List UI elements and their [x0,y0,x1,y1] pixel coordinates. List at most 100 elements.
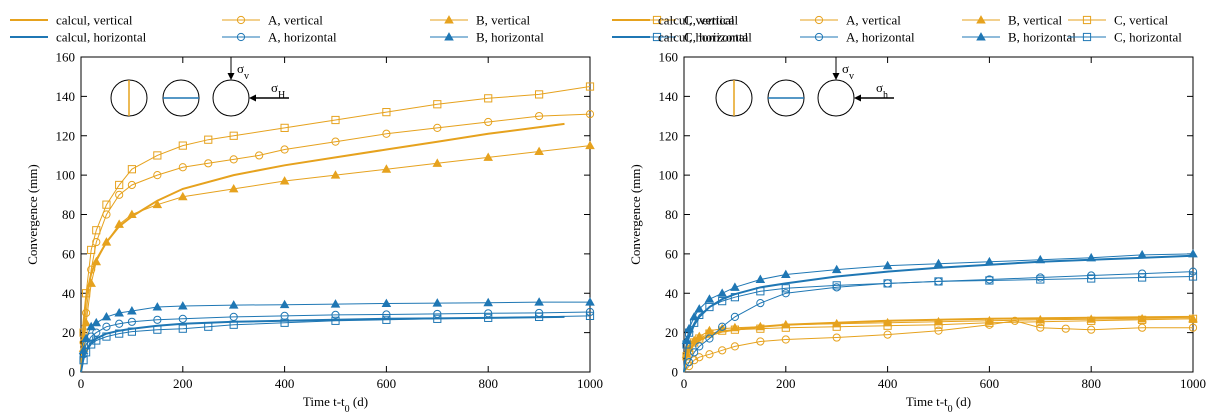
legend-label: B, vertical [476,13,531,28]
y-tick-label: 40 [62,286,75,301]
data-point [781,289,790,298]
series-line [80,315,591,373]
y-tick-label: 160 [659,50,679,65]
legend-marker-triangle [976,15,986,24]
data-point [730,342,740,351]
x-axis-label: Time t-t0 (d) [303,394,368,415]
series-line [80,122,565,373]
data-point [280,123,289,132]
series-C-v [682,314,1198,373]
x-tick-label: 0 [78,376,85,391]
data-point [484,94,493,103]
y-tick-label: 60 [62,246,75,261]
data-point [730,325,739,334]
legend-label: C, horizontal [684,30,752,45]
data-point [152,302,163,311]
data-point [86,278,96,287]
legend-marker-square [1082,15,1092,25]
data-point [718,322,727,331]
section-stress-icon [212,79,250,117]
series-A-v [683,316,1198,373]
legend-label: calcul, horizontal [658,30,749,45]
vertical-arrow-head [227,73,235,80]
legend-label: B, vertical [1008,13,1063,28]
data-point [152,199,163,209]
data-point [81,333,91,343]
legend-label: A, horizontal [268,30,337,45]
series-calcul-v [80,122,565,373]
data-point [831,264,842,274]
series-line [683,253,1194,373]
data-point [1061,324,1070,333]
data-point [1188,323,1198,332]
legend-label: C, vertical [684,13,739,28]
data-point [1188,314,1198,323]
data-point [92,328,101,337]
x-tick-label: 600 [377,376,397,391]
horizontal-arrow-head [854,94,861,102]
series-line [80,311,591,373]
y-tick-label: 120 [659,128,679,143]
data-point [114,308,124,317]
data-point [1138,323,1147,332]
legend-marker-circle [814,15,824,25]
data-point [433,123,442,132]
data-point [1137,249,1147,259]
data-point [585,311,595,320]
series-C-h [79,311,595,373]
tunnel-schematic: σv σH [110,57,289,117]
series-line [80,86,591,373]
data-point [229,131,238,140]
data-point [705,329,714,338]
data-point [153,315,162,324]
y-tick-label: 140 [56,89,76,104]
legend-item-B-h: B, horizontal [962,30,1076,45]
legend-label: B, horizontal [476,30,544,45]
data-point [381,298,392,307]
legend-marker-square [1082,32,1092,42]
data-point [101,311,112,321]
data-point [483,297,493,307]
chart-panel-2: calcul, vertical calcul, horizontal A, ver… [612,13,1206,415]
data-point [127,180,136,190]
data-point [114,219,124,228]
data-point [87,245,96,255]
data-point [127,327,137,336]
data-point [717,288,727,297]
data-point [228,300,239,309]
data-point [1036,323,1045,332]
data-point [730,293,739,302]
x-tick-label: 400 [275,376,295,391]
data-point [331,316,340,325]
data-point [781,284,790,293]
series [681,248,1198,373]
y-tick-label: 80 [665,207,678,222]
data-point [985,318,994,327]
data-point [682,340,691,349]
x-tick-label: 0 [681,376,688,391]
data-point [1036,317,1045,326]
data-point [730,312,740,321]
legend-marker-circle [236,15,246,25]
data-point [433,314,442,323]
data-point [127,209,137,218]
data-point [204,322,213,331]
data-point [432,158,443,167]
data-point [279,299,290,309]
data-point [483,152,493,161]
data-point [102,200,111,209]
legend-label: calcul, vertical [56,13,133,28]
data-point [1138,273,1147,282]
data-point [756,324,765,333]
data-point [933,258,944,268]
data-point [153,171,162,180]
legend: calcul, vertical calcul, horizontal A, ver… [10,13,752,45]
legend-marker-square [652,32,662,42]
legend-item-calcul-v: calcul, vertical [10,13,133,28]
x-tick-label: 800 [1081,376,1101,391]
data-point [832,322,841,331]
data-point [484,117,493,127]
legend-marker-square [652,15,662,25]
x-axis: 0 200 400 600 800 1000 [78,57,603,391]
data-point [433,100,442,109]
